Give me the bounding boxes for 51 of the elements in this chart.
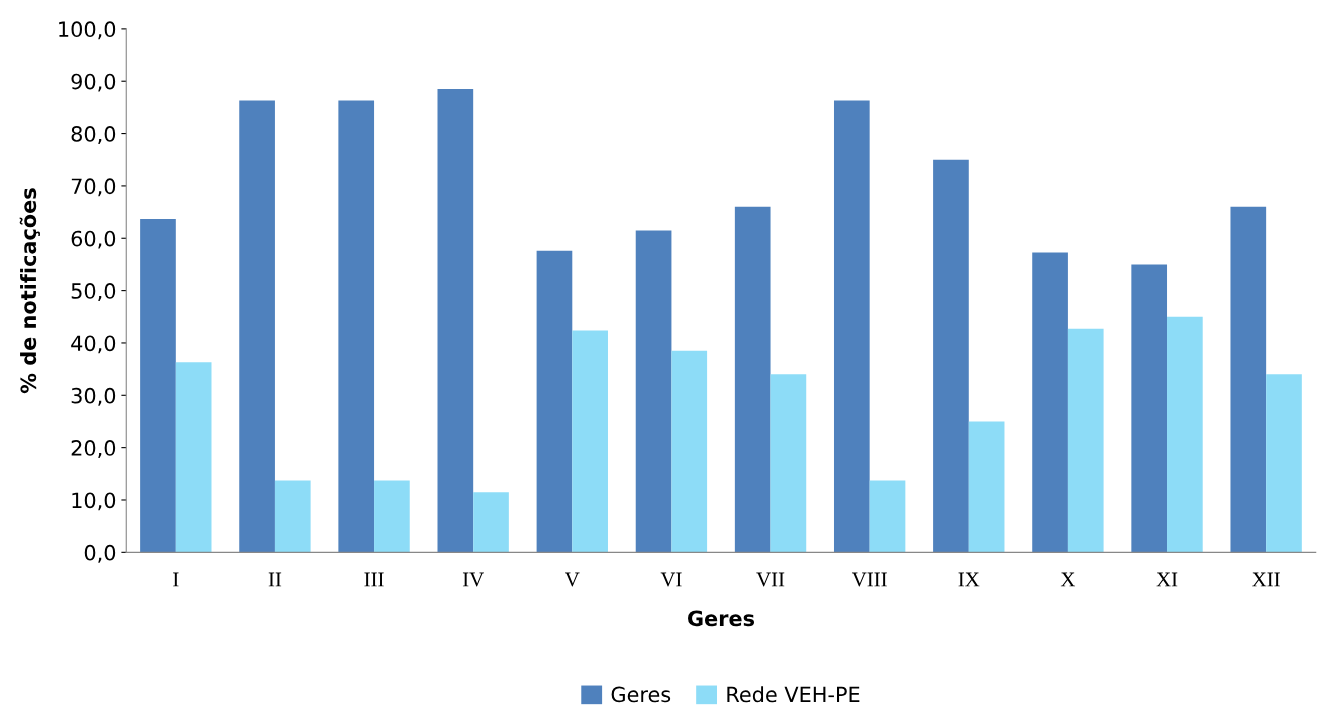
x-tick-label: I — [173, 572, 179, 587]
x-tick-label: VII — [756, 572, 785, 587]
y-tick-label: 90,0 — [71, 73, 116, 92]
legend-label: Rede VEH-PE — [727, 686, 860, 703]
x-tick-label: III — [364, 572, 384, 587]
bar — [1131, 264, 1168, 553]
x-axis-title: Geres — [688, 610, 755, 627]
y-tick-label: 80,0 — [71, 126, 116, 144]
x-tick-label: XII — [1252, 572, 1280, 587]
x-tick-label: XI — [1156, 572, 1178, 587]
y-tick-label: 40,0 — [71, 335, 116, 354]
x-tick-label: II — [268, 572, 282, 587]
bar — [374, 480, 410, 553]
bar — [1230, 206, 1267, 553]
y-axis-title: % de notificações — [19, 188, 40, 394]
bar — [175, 362, 212, 553]
x-tick-label: IV — [462, 572, 484, 587]
x-tick-label: V — [565, 572, 580, 587]
bar — [933, 159, 969, 553]
bar — [338, 100, 375, 553]
bar — [140, 218, 176, 553]
bar — [437, 89, 474, 553]
y-tick-label: 20,0 — [71, 440, 116, 458]
bar — [968, 421, 1005, 553]
bar — [1032, 252, 1068, 553]
bar — [635, 230, 672, 553]
bar — [1266, 374, 1302, 553]
bar — [833, 100, 870, 553]
y-tick-label: 50,0 — [71, 283, 116, 301]
bar — [1167, 316, 1203, 553]
y-tick-label: 70,0 — [71, 178, 116, 197]
bar — [473, 492, 509, 553]
y-tick-label: 10,0 — [72, 492, 116, 511]
x-tick-label: VIII — [851, 572, 887, 587]
bar — [869, 480, 906, 553]
x-tick-label: IX — [958, 572, 980, 587]
bar — [274, 480, 311, 553]
y-tick-label: 60,0 — [71, 230, 116, 249]
bar — [770, 374, 807, 553]
legend-label: Geres — [611, 686, 671, 703]
bar — [239, 100, 275, 553]
y-tick-label: 30,0 — [71, 387, 116, 406]
y-tick-label: 100,0 — [59, 21, 116, 40]
bar — [671, 350, 708, 553]
bar — [536, 250, 573, 553]
bar — [734, 206, 771, 553]
y-tick-label: 0,0 — [84, 544, 116, 563]
x-tick-label: X — [1060, 572, 1076, 587]
bar — [572, 330, 608, 553]
x-tick-label: VI — [660, 572, 682, 587]
bar — [1067, 328, 1104, 553]
